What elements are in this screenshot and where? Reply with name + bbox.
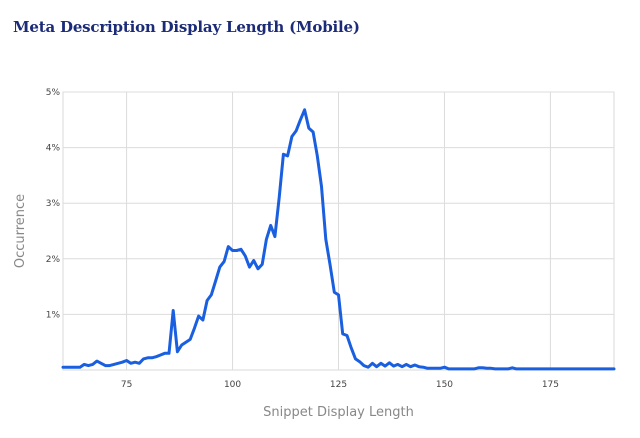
- x-tick-label: 175: [542, 380, 559, 390]
- y-tick-label: 5%: [46, 88, 61, 98]
- series-line: [61, 108, 616, 371]
- y-tick-label: 2%: [46, 255, 61, 265]
- chart-title: Meta Description Display Length (Mobile): [13, 18, 360, 36]
- tick-labels: 75 100 125 150 175 1% 2% 3% 4% 5%: [46, 88, 559, 390]
- x-tick-label: 75: [121, 380, 132, 390]
- x-tick-label: 150: [436, 380, 453, 390]
- y-tick-label: 3%: [46, 199, 61, 209]
- y-tick-label: 1%: [46, 310, 61, 320]
- y-axis-label: Occurrence: [13, 194, 28, 268]
- x-tick-label: 125: [330, 380, 347, 390]
- x-tick-label: 100: [224, 380, 241, 390]
- series-group: [61, 108, 616, 371]
- grid: [63, 91, 614, 370]
- x-axis-label: Snippet Display Length: [263, 405, 414, 420]
- y-tick-label: 4%: [46, 144, 61, 154]
